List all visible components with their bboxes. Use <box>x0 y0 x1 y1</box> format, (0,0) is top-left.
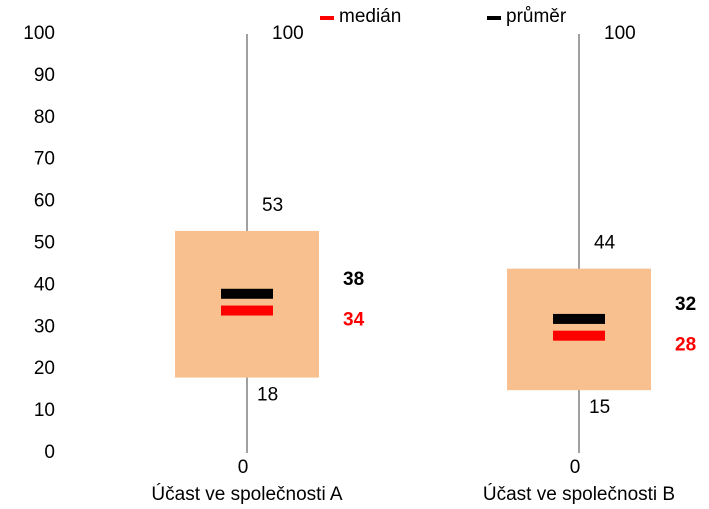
q1-label: 18 <box>257 385 278 406</box>
value-label: 34 <box>343 310 365 331</box>
y-tick-label: 90 <box>34 65 55 86</box>
x-tick-label: Účast ve společnosti B <box>483 483 675 505</box>
x-tick-label: Účast ve společnosti A <box>151 483 342 505</box>
legend-label: medián <box>339 6 401 27</box>
max-label: 100 <box>272 23 304 44</box>
value-label: 38 <box>343 269 364 290</box>
value-label: 32 <box>675 294 696 315</box>
value-label: 28 <box>675 335 696 356</box>
series-bar <box>221 305 273 316</box>
legend-label: průměr <box>506 6 567 27</box>
y-tick-label: 0 <box>44 442 55 463</box>
y-tick-label: 60 <box>34 191 55 212</box>
q3-label: 53 <box>262 195 283 216</box>
y-tick-label: 40 <box>34 274 55 295</box>
max-label: 100 <box>604 23 636 44</box>
min-label: 0 <box>238 457 249 478</box>
y-tick-label: 30 <box>34 316 55 337</box>
box <box>175 230 319 378</box>
series-bar <box>553 330 605 341</box>
y-tick-label: 10 <box>34 400 55 421</box>
y-tick-label: 80 <box>34 107 55 128</box>
y-tick-label: 70 <box>34 149 55 170</box>
series-bar <box>553 313 605 324</box>
y-tick-label: 50 <box>34 233 55 254</box>
q1-label: 15 <box>589 397 610 418</box>
y-tick-label: 20 <box>34 358 55 379</box>
y-tick-label: 100 <box>23 23 55 44</box>
series-bar <box>221 288 273 299</box>
q3-label: 44 <box>594 233 616 254</box>
min-label: 0 <box>570 457 581 478</box>
box <box>507 268 651 391</box>
